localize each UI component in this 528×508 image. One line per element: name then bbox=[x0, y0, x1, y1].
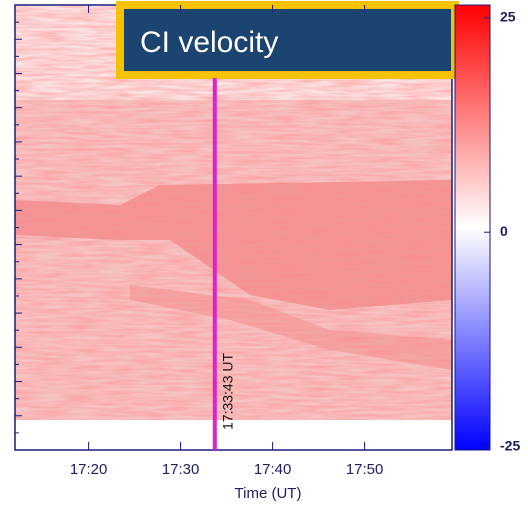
x-tick-label: 17:50 bbox=[346, 461, 384, 478]
marker-label: 17:33:43 UT bbox=[219, 353, 235, 430]
x-tick-label: 17:20 bbox=[70, 461, 108, 478]
colorbar bbox=[454, 4, 491, 451]
x-tick-label: 17:30 bbox=[162, 461, 200, 478]
colorbar-tick-label: 25 bbox=[500, 9, 516, 25]
chart-title: CI velocity bbox=[140, 26, 278, 59]
colorbar-tick-label: -25 bbox=[500, 437, 520, 453]
left-axis-ticks bbox=[15, 21, 22, 434]
colorbar-tick-label: 0 bbox=[500, 223, 508, 239]
x-axis-label: Time (UT) bbox=[235, 485, 302, 502]
title-box bbox=[116, 1, 459, 79]
x-tick-label: 17:40 bbox=[254, 461, 292, 478]
